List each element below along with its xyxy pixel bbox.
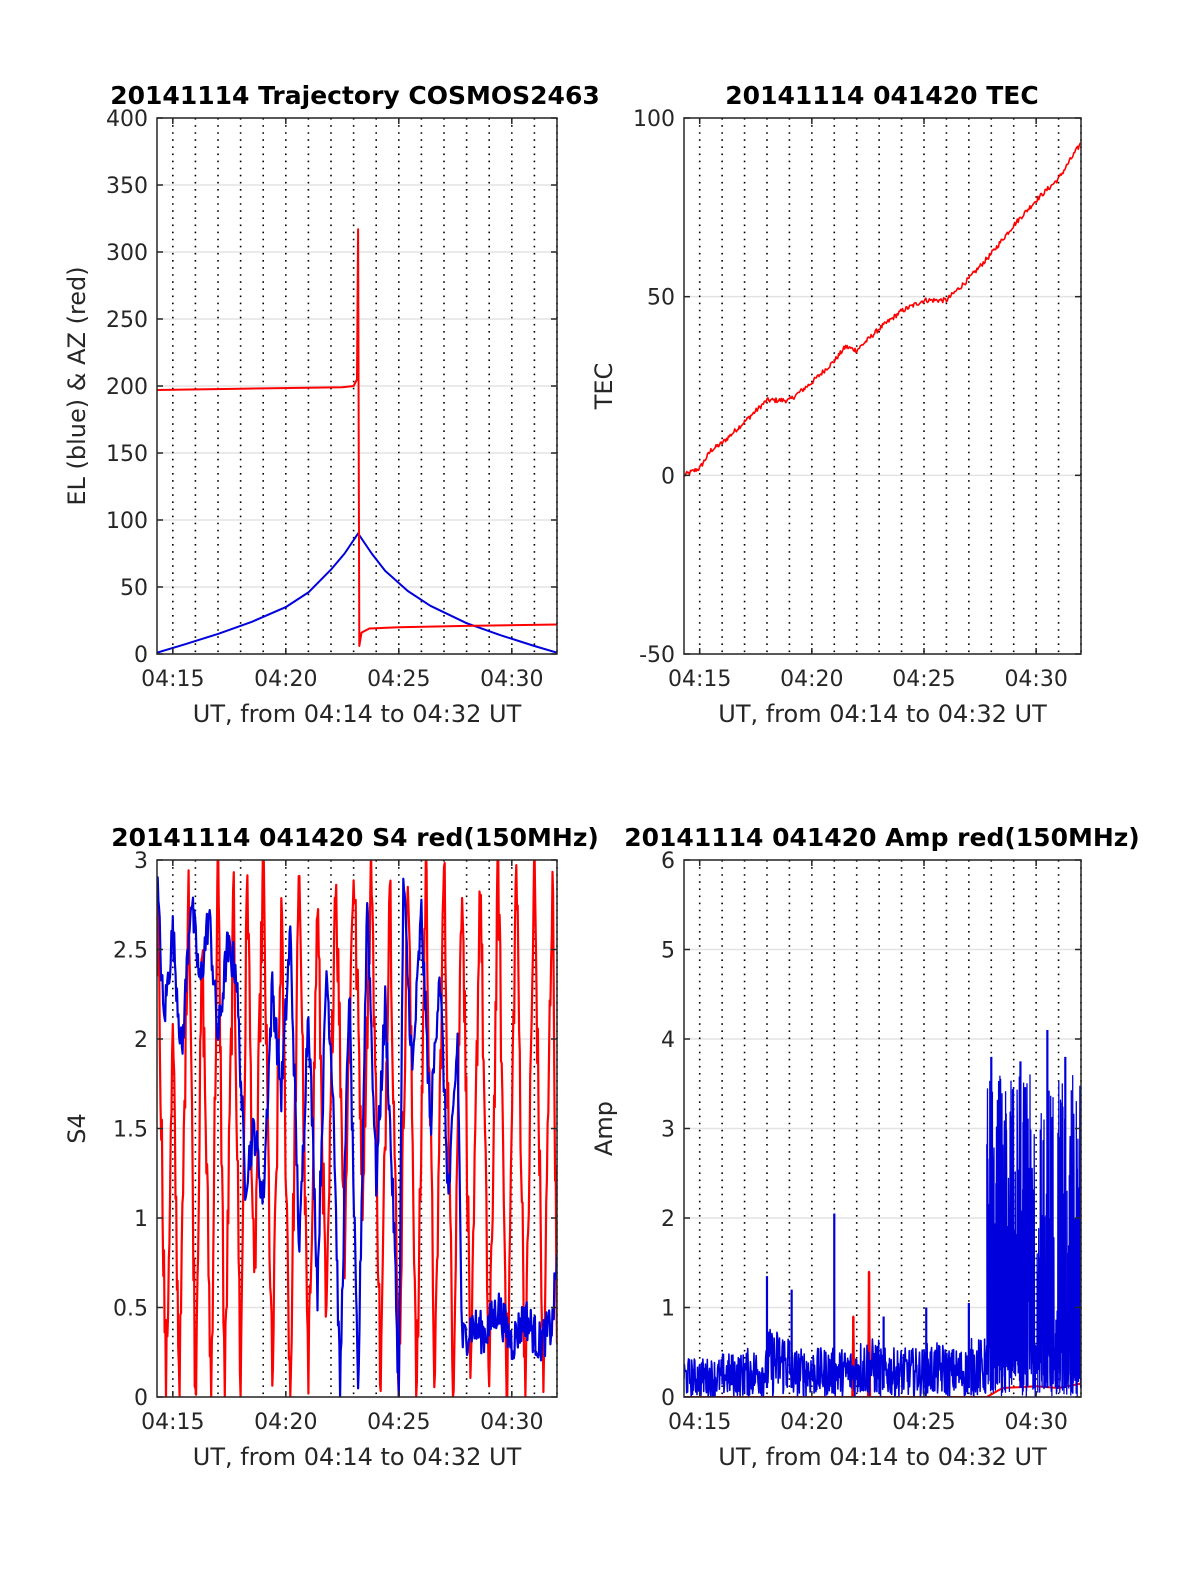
tec-panel: -50 0 50 100 04:15 04:20 04:25 04:30 UT, from 04… (590, 81, 1082, 728)
s4-plot-area (157, 860, 557, 1397)
amp-blue-dense (986, 1074, 1081, 1397)
tec-ytick-label: 50 (647, 286, 675, 311)
trajectory-blue-line (157, 532, 557, 654)
tec-ytick-label: -50 (639, 643, 675, 668)
amp-xlabel: UT, from 04:14 to 04:32 UT (718, 1443, 1047, 1471)
s4-panel: 0 0.5 1 1.5 2 2.5 3 04:15 04:20 04:25 04:30 UT, fro… (63, 823, 599, 1471)
amp-xtick-label: 04:20 (780, 1410, 843, 1435)
trajectory-ytick-label: 300 (106, 241, 148, 266)
s4-xlabel: UT, from 04:14 to 04:32 UT (193, 1443, 522, 1471)
s4-ytick-label: 2.5 (113, 939, 148, 964)
tec-axes-box (683, 117, 1082, 655)
tec-ylabel: TEC (590, 363, 618, 411)
s4-ytick-label: 2 (134, 1028, 148, 1053)
trajectory-title: 20141114 Trajectory COSMOS2463 (110, 81, 600, 110)
trajectory-ytick-label: 50 (120, 576, 148, 601)
s4-ytick-label: 1 (134, 1207, 148, 1232)
tec-xtick-label: 04:20 (780, 667, 843, 692)
amp-xtick-label: 04:30 (1004, 1410, 1067, 1435)
trajectory-ytick-label: 0 (134, 643, 148, 668)
trajectory-xtick-label: 04:15 (141, 667, 204, 692)
trajectory-ytick-label: 400 (106, 107, 148, 132)
amp-ytick-label: 6 (661, 849, 675, 874)
tec-plot-area (684, 142, 1081, 477)
amp-title: 20141114 041420 Amp red(150MHz) (624, 823, 1140, 852)
trajectory-ytick-label: 150 (106, 442, 148, 467)
trajectory-panel: 0 50 100 150 200 250 300 350 400 04:15 04:20 04:25 0… (63, 81, 600, 728)
amp-ytick-label: 3 (661, 1118, 675, 1143)
s4-xtick-label: 04:15 (141, 1410, 204, 1435)
trajectory-xtick-label: 04:20 (254, 667, 317, 692)
tec-ytick-label: 0 (661, 464, 675, 489)
tec-xtick-label: 04:25 (892, 667, 955, 692)
amp-ytick-label: 1 (661, 1297, 675, 1322)
trajectory-plot-area (157, 228, 557, 654)
amp-xtick-label: 04:25 (892, 1410, 955, 1435)
s4-blue-line (157, 876, 557, 1397)
trajectory-xtick-label: 04:25 (367, 667, 430, 692)
amp-ytick-label: 5 (661, 939, 675, 964)
tec-xtick-label: 04:30 (1004, 667, 1067, 692)
trajectory-ytick-label: 250 (106, 308, 148, 333)
trajectory-red-line (157, 228, 557, 647)
tec-ytick-label: 100 (633, 107, 675, 132)
s4-ytick-label: 0.5 (113, 1297, 148, 1322)
amp-plot-area (684, 1030, 1081, 1397)
amp-ylabel: Amp (590, 1101, 618, 1156)
s4-ytick-label: 3 (134, 849, 148, 874)
s4-xtick-label: 04:25 (367, 1410, 430, 1435)
s4-ytick-label: 1.5 (113, 1118, 148, 1143)
tec-red-line (684, 142, 1081, 477)
s4-red-line (157, 860, 557, 1397)
trajectory-ytick-label: 350 (106, 174, 148, 199)
amp-ytick-label: 0 (661, 1386, 675, 1411)
amp-panel: 0 1 2 3 4 5 6 04:15 04:20 04:25 04:30 UT, from 04:1… (590, 823, 1140, 1471)
trajectory-ytick-label: 200 (106, 375, 148, 400)
tec-title: 20141114 041420 TEC (725, 81, 1038, 110)
trajectory-xlabel: UT, from 04:14 to 04:32 UT (193, 700, 522, 728)
trajectory-xtick-label: 04:30 (480, 667, 543, 692)
trajectory-ylabel: EL (blue) & AZ (red) (63, 266, 91, 505)
s4-xtick-label: 04:20 (254, 1410, 317, 1435)
s4-ylabel: S4 (63, 1113, 91, 1144)
amp-xtick-label: 04:15 (668, 1410, 731, 1435)
trajectory-ytick-label: 100 (106, 509, 148, 534)
tec-xlabel: UT, from 04:14 to 04:32 UT (718, 700, 1047, 728)
s4-xtick-label: 04:30 (480, 1410, 543, 1435)
s4-ytick-label: 0 (134, 1386, 148, 1411)
amp-ytick-label: 2 (661, 1207, 675, 1232)
s4-title: 20141114 041420 S4 red(150MHz) (111, 823, 599, 852)
tec-xtick-label: 04:15 (668, 667, 731, 692)
amp-ytick-label: 4 (661, 1028, 675, 1053)
amp-blue-baseline (684, 1328, 988, 1397)
